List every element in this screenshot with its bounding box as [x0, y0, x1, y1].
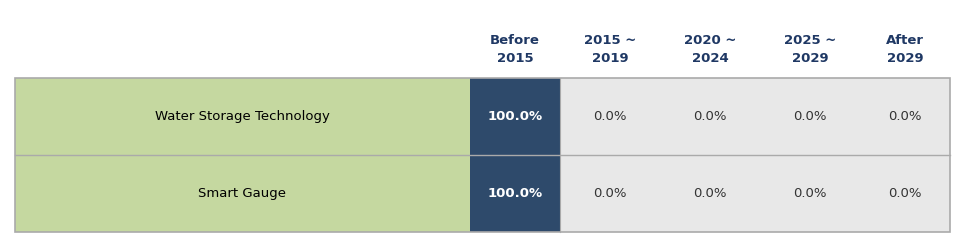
- Bar: [470, 78, 559, 155]
- Text: 2015 ~
2019: 2015 ~ 2019: [583, 33, 635, 65]
- Text: 0.0%: 0.0%: [887, 187, 921, 200]
- Bar: [659, 155, 759, 232]
- Text: 0.0%: 0.0%: [693, 187, 726, 200]
- Text: 0.0%: 0.0%: [793, 110, 825, 123]
- Bar: [15, 155, 470, 232]
- Text: 0.0%: 0.0%: [693, 110, 726, 123]
- Text: 0.0%: 0.0%: [887, 110, 921, 123]
- Bar: [859, 155, 949, 232]
- Text: 0.0%: 0.0%: [793, 187, 825, 200]
- Text: 100.0%: 100.0%: [487, 187, 542, 200]
- Text: 0.0%: 0.0%: [593, 187, 627, 200]
- Bar: [559, 155, 659, 232]
- Text: 100.0%: 100.0%: [487, 110, 542, 123]
- Bar: [559, 78, 659, 155]
- Bar: [15, 78, 949, 232]
- Text: Smart Gauge: Smart Gauge: [198, 187, 286, 200]
- Bar: [659, 78, 759, 155]
- Bar: [859, 78, 949, 155]
- Bar: [759, 78, 859, 155]
- Bar: [15, 78, 470, 155]
- Text: 2020 ~
2024: 2020 ~ 2024: [683, 33, 735, 65]
- Text: 2025 ~
2029: 2025 ~ 2029: [783, 33, 835, 65]
- Bar: [759, 155, 859, 232]
- Text: 0.0%: 0.0%: [593, 110, 627, 123]
- Text: Water Storage Technology: Water Storage Technology: [155, 110, 330, 123]
- Text: After
2029: After 2029: [885, 33, 923, 65]
- Bar: [470, 155, 559, 232]
- Text: Before
2015: Before 2015: [489, 33, 539, 65]
